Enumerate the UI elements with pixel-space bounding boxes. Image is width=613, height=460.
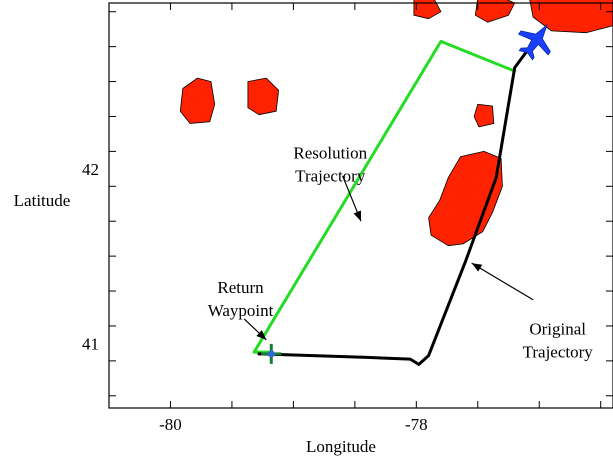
plot-frame (108, 2, 613, 409)
annotation-2-line-2: Waypoint (208, 301, 274, 320)
aircraft-icon (517, 23, 551, 61)
annotation-1-arrow-head (353, 210, 361, 222)
obstacle-3 (473, 103, 495, 128)
obstacle-1 (179, 77, 216, 124)
original-trajectory-line (257, 36, 539, 366)
annotation-1-line-2: Trajectory (295, 166, 366, 185)
trajectory-series (252, 36, 539, 366)
return-waypoint-dot (267, 350, 275, 358)
annotation-3-arrow-line (471, 262, 534, 301)
annotation-2-line-1: Return (217, 278, 264, 297)
annotation-3-line-1: Original (529, 320, 586, 339)
annotation-3-line-2: Trajectory (523, 343, 594, 362)
resolution-trajectory-line (252, 39, 517, 354)
y-axis-label: Latitude (14, 191, 71, 210)
trajectory-markers (261, 23, 551, 364)
obstacle-5 (413, 0, 442, 20)
aircraft-shape (517, 23, 551, 61)
annotation-2-arrow-head (256, 330, 267, 340)
y-tick-label: 42 (82, 160, 99, 179)
obstacle-7 (529, 0, 613, 34)
x-tick-label: -80 (159, 415, 182, 434)
annotation-1-line-1: Resolution (293, 143, 367, 162)
x-tick-label: -78 (405, 415, 428, 434)
airspace-obstacles (179, 0, 613, 247)
axis-ticks: -80 -78 41 42 (82, 3, 613, 434)
x-axis-label: Longitude (306, 437, 376, 456)
y-tick-label: 41 (82, 334, 99, 353)
trajectory-annotations: Resolution Trajectory Return Waypoint Origin… (208, 143, 594, 361)
obstacle-2 (247, 77, 280, 116)
annotation-3-arrow-head (471, 263, 483, 272)
obstacle-4 (428, 150, 503, 247)
